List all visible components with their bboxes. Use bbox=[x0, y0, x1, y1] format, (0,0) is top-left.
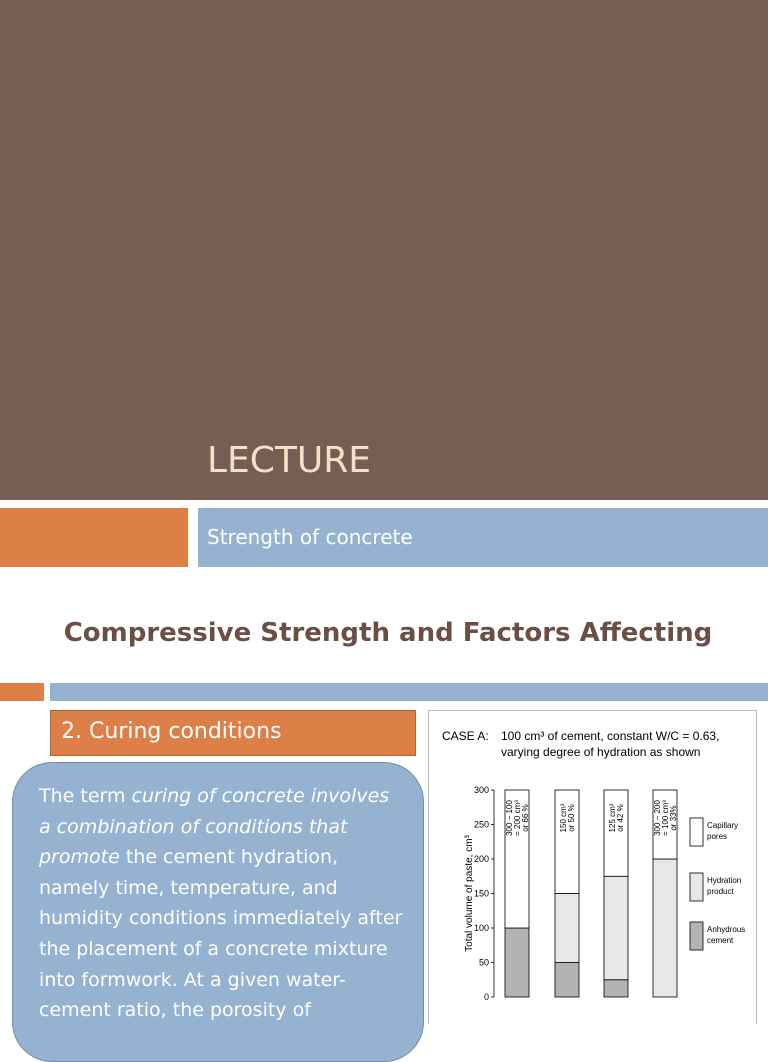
heading: Compressive Strength and Factors Affecti… bbox=[63, 618, 713, 648]
y-tick-label: 0 bbox=[484, 992, 489, 1002]
y-axis-label: Total volume of paste, cm³ bbox=[464, 834, 475, 951]
lecture-title: LECTURE bbox=[207, 440, 372, 481]
legend-swatch bbox=[689, 921, 704, 951]
bar-segment bbox=[554, 893, 580, 963]
body-text: The term curing of concrete involves a c… bbox=[39, 781, 403, 1026]
legend-swatch bbox=[689, 872, 704, 902]
body-box: The term curing of concrete involves a c… bbox=[12, 762, 424, 1062]
bar-label: 300 − 200 bbox=[653, 800, 662, 836]
legend-label: Anhydrous cement bbox=[707, 925, 745, 945]
caption-line: 100 cm³ of cement, constant W/C = 0.63, bbox=[501, 729, 719, 743]
legend-word: cement bbox=[707, 936, 734, 945]
bar-segment bbox=[603, 789, 629, 877]
bar-label: = 200 cm³ bbox=[513, 800, 522, 836]
y-tick-label: 50 bbox=[479, 958, 489, 968]
legend-word: pores bbox=[707, 832, 727, 841]
bar-segment bbox=[603, 875, 629, 981]
bar-segment bbox=[652, 858, 678, 998]
y-tick-label: 250 bbox=[474, 820, 489, 830]
y-tick-label: 300 bbox=[474, 785, 489, 795]
bar-label: = 100 cm³ bbox=[661, 800, 670, 836]
legend-swatch bbox=[689, 817, 704, 847]
caption-line: varying degree of hydration as shown bbox=[501, 745, 700, 759]
bar-label: or 42 % bbox=[616, 804, 625, 832]
y-tick-label: 150 bbox=[474, 889, 489, 899]
header-band bbox=[0, 0, 768, 500]
text-run: the cement hydration, namely time, tempe… bbox=[39, 846, 403, 1022]
legend-label: Capillary pores bbox=[707, 821, 738, 841]
legend-label: Hydration product bbox=[707, 876, 741, 896]
bar-segment bbox=[554, 789, 580, 894]
bar-segment bbox=[554, 962, 580, 998]
bar-label: 125 cm³ bbox=[608, 803, 617, 832]
accent-block bbox=[0, 508, 188, 567]
bar-label: or 66 % bbox=[521, 804, 530, 832]
legend-word: Capillary bbox=[707, 821, 738, 830]
bar-segment bbox=[603, 979, 629, 998]
legend-word: product bbox=[707, 887, 734, 896]
legend-word: Anhydrous bbox=[707, 925, 745, 934]
subtitle-band bbox=[198, 508, 768, 567]
bar-label: or 50 % bbox=[567, 804, 576, 832]
text-run-italic: curing of concrete involves a combinatio… bbox=[39, 785, 390, 869]
figure: CASE A: 100 cm³ of cement, constant W/C … bbox=[428, 710, 757, 1024]
bar-label: or 33% bbox=[669, 805, 678, 830]
case-label: CASE A: bbox=[442, 729, 489, 743]
section-label: 2. Curing conditions bbox=[50, 710, 416, 756]
legend-word: Hydration bbox=[707, 876, 741, 885]
bar-label: 150 cm³ bbox=[559, 803, 568, 832]
divider-bar bbox=[50, 683, 768, 701]
subtitle: Strength of concrete bbox=[207, 525, 413, 549]
y-tick-label: 200 bbox=[474, 854, 489, 864]
accent-bar bbox=[0, 683, 44, 701]
bar-label: 300 − 100 bbox=[505, 800, 514, 836]
figure-frame bbox=[428, 710, 757, 1024]
y-tick-label: 100 bbox=[474, 923, 489, 933]
bar-segment bbox=[504, 927, 530, 998]
text-run: The term bbox=[39, 785, 132, 807]
bar-segment bbox=[504, 789, 530, 929]
bar-segment bbox=[652, 789, 678, 860]
